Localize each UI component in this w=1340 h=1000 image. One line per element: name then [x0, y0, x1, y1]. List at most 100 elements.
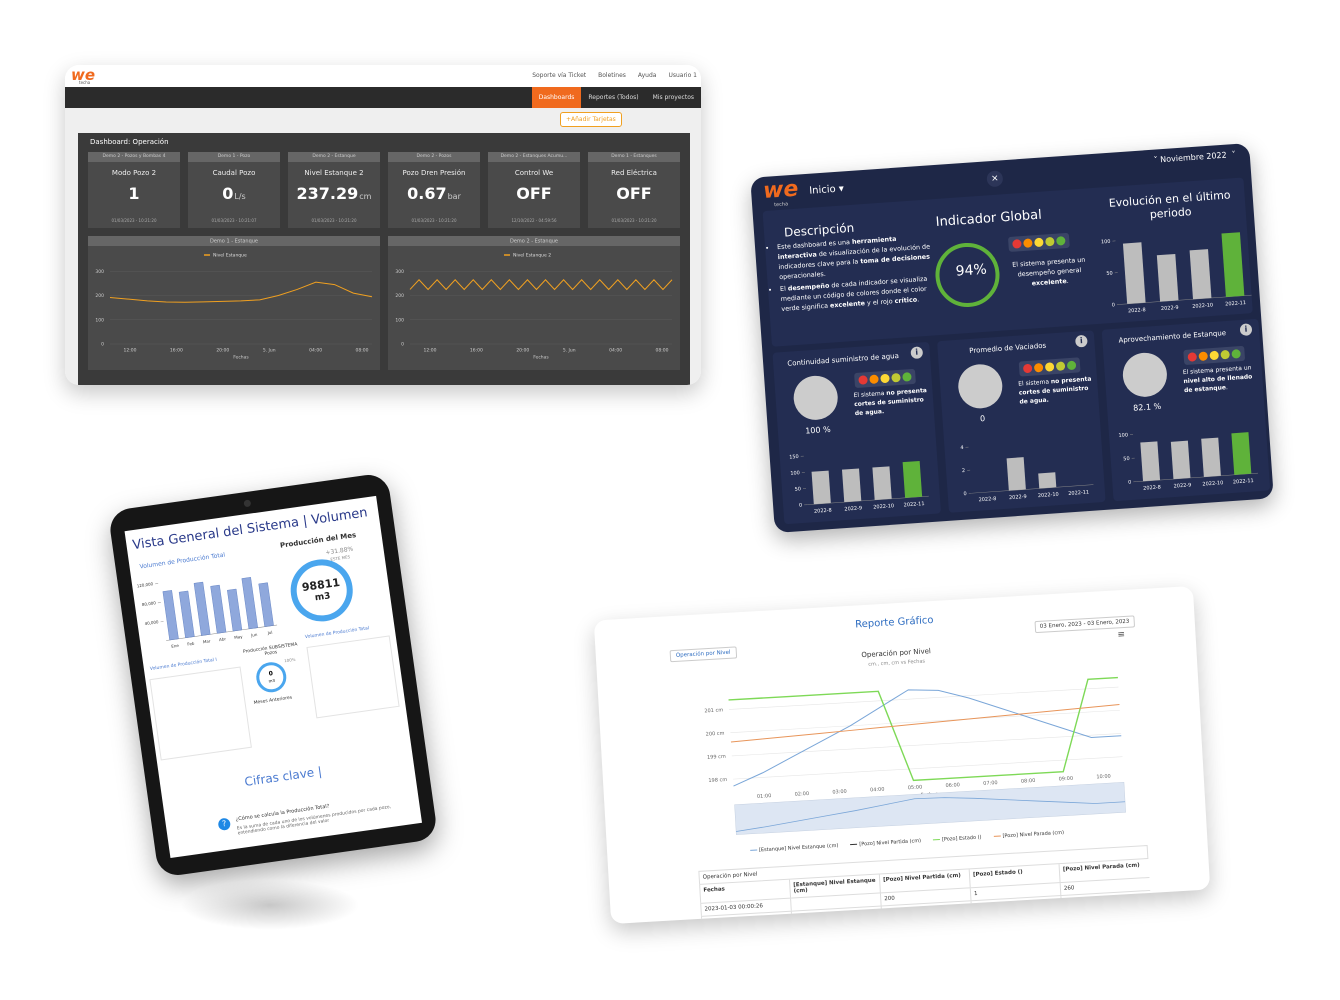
- card-label: Caudal Pozo: [212, 169, 256, 177]
- tab[interactable]: Dashboards: [531, 87, 582, 108]
- x-tick-label: 2022-8: [1128, 307, 1146, 314]
- menu-label[interactable]: Inicio: [808, 183, 837, 197]
- icon-circle: [1121, 351, 1169, 399]
- logo: we: [71, 66, 96, 84]
- mini-card: [149, 666, 252, 761]
- period[interactable]: ˅ Noviembre 2022 ˅: [1153, 149, 1237, 165]
- report-chart: 198 cm 199 cm 200 cm 201 cm 01:00 02:00 03:00 0…: [704, 676, 1126, 835]
- card-value: OFF: [616, 184, 652, 203]
- x-tick-label: 2022-10: [873, 503, 894, 510]
- light: [1045, 236, 1055, 247]
- panel-text: El sistema no presenta cortes de suminis…: [1018, 374, 1096, 406]
- panel-title: Promedio de Vaciados: [968, 341, 1047, 356]
- nav-item[interactable]: Boletines: [598, 72, 626, 79]
- card-source: Demo 2 - Estanque: [288, 152, 380, 162]
- y-tick-label: 4: [960, 445, 964, 451]
- menu[interactable]: Inicio ▾: [808, 183, 845, 197]
- x-tick-label: Feb: [187, 641, 195, 647]
- card-value-wrap: 0L/s: [188, 184, 280, 203]
- nav-item[interactable]: Usuario 1: [668, 72, 697, 79]
- info-icon: i: [1239, 323, 1253, 337]
- text-segment: excelente: [1031, 277, 1067, 288]
- bar: [1231, 432, 1252, 475]
- bar: [178, 590, 195, 639]
- panel-value: 100 %: [804, 424, 831, 436]
- x-tick-label: 04:00: [609, 348, 622, 354]
- x-tick-label: 03:00: [832, 789, 847, 796]
- x-axis-label: Fechas: [533, 355, 549, 361]
- y-tick-label: 0: [963, 491, 967, 497]
- nav-item[interactable]: Ayuda: [637, 72, 657, 79]
- x-tick-label: Jun: [250, 632, 258, 638]
- x-tick-label: 2022-11: [1068, 490, 1089, 497]
- bar: [1140, 441, 1161, 482]
- period-label[interactable]: Noviembre 2022: [1159, 150, 1227, 165]
- card: Demo 1 - Estanques Red Eléctrica OFF 01/03/…: [588, 152, 680, 228]
- y-tick-label: 200: [395, 293, 404, 299]
- bar: [1038, 472, 1057, 489]
- x-tick-label: Jul: [266, 630, 272, 636]
- card-source: Demo 2 - Pozos y Bombas 4: [88, 152, 180, 162]
- x-tick-label: 2022-8: [1143, 484, 1161, 491]
- text-segment: desempeño: [787, 281, 830, 293]
- bar: [210, 584, 227, 634]
- card-source: Demo 1 - Pozo: [188, 152, 280, 162]
- axis: [971, 484, 1094, 494]
- tab[interactable]: Reportes (Todos): [588, 94, 639, 101]
- light: [1034, 237, 1044, 248]
- card-source: Demo 2 - Estanques Acumu...: [488, 152, 580, 162]
- bar: [1170, 440, 1191, 480]
- light: [1033, 362, 1044, 373]
- section-title: Cifras clave |: [243, 764, 323, 789]
- x-tick-label: 06:00: [945, 782, 960, 789]
- bar: [258, 582, 274, 627]
- legend-label: Nivel Estanque: [213, 253, 247, 259]
- panel-text: El sistema no presenta cortes de suminis…: [853, 386, 931, 418]
- card-value: 1: [128, 184, 140, 203]
- bar: [1122, 242, 1146, 304]
- indicator-panel: Continuidad suministro de agua i 100 % El s…: [772, 341, 942, 525]
- x-tick-label: 01:00: [757, 793, 772, 800]
- chart-bg: [88, 236, 380, 370]
- text-segment: El sistema: [1017, 378, 1052, 388]
- logo: we: [762, 176, 800, 204]
- card-source: Demo 1 - Estanques: [588, 152, 680, 162]
- x-tick-label: 12:00: [124, 348, 137, 354]
- close[interactable]: ×: [986, 170, 1004, 188]
- light: [1044, 362, 1055, 372]
- tablet-title: Vista General del Sistema | Volumen: [131, 505, 369, 554]
- nav-item[interactable]: Soporte vía Ticket: [532, 72, 587, 79]
- x-tick-label: 2022-8: [978, 496, 996, 503]
- grid-line: [731, 733, 1122, 757]
- tab[interactable]: Mis proyectos: [652, 94, 694, 101]
- light: [1066, 360, 1077, 371]
- legend-swatch: [932, 838, 941, 841]
- shadow: [180, 880, 360, 930]
- light: [1198, 351, 1209, 362]
- x-tick-label: 08:00: [1021, 778, 1036, 785]
- header: [65, 65, 701, 87]
- x-tick-label: 2022-9: [1173, 482, 1191, 489]
- x-tick-label: 2022-11: [1233, 478, 1254, 485]
- add-button[interactable]: +Añadir Tarjetas: [560, 112, 622, 127]
- evolution-chart: 0 50 100 2022-8 2022-9 2022-10 2022-11: [1101, 232, 1252, 314]
- card-value: 0.67: [407, 184, 447, 203]
- x-tick-label: 16:00: [470, 348, 483, 354]
- light: [1012, 239, 1022, 249]
- text-segment: operacionales.: [778, 269, 827, 282]
- card-value-wrap: OFF: [588, 184, 680, 203]
- x-tick-label: 04:00: [870, 787, 885, 794]
- traffic-light: [854, 368, 916, 389]
- x-tick-label: 2022-11: [1225, 300, 1246, 307]
- y-tick-label: 80,000: [142, 600, 157, 607]
- x-tick-label: 2022-8: [814, 508, 832, 515]
- y-tick-label: 300: [95, 269, 104, 275]
- chart-bg: [388, 236, 680, 370]
- text-segment: y el rojo: [864, 297, 895, 308]
- y-tick-label: 150: [789, 454, 799, 461]
- y-tick-label: 100: [395, 317, 404, 323]
- x-tick-label: 2022-9: [1009, 494, 1027, 501]
- x-tick-label: Mar: [203, 638, 212, 644]
- y-tick-label: 300: [395, 269, 404, 275]
- report-window: Reporte Gráfico 03 Enero, 2023 - 03 Ener…: [593, 585, 1211, 925]
